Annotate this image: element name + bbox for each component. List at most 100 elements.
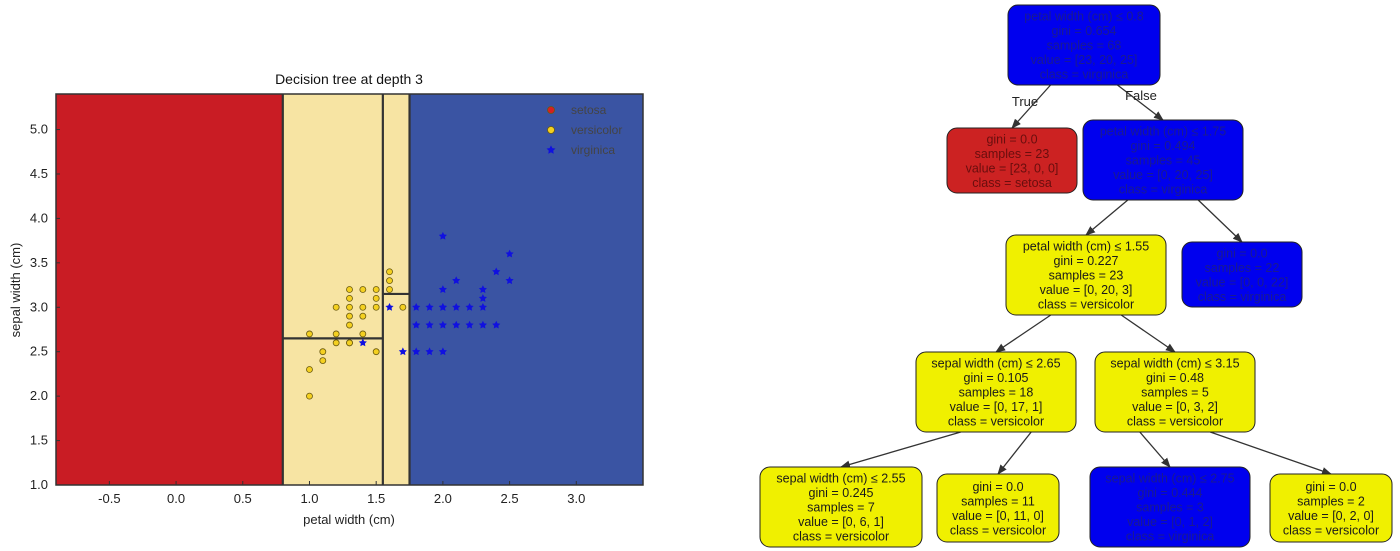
y-axis-ticks: 1.0 1.5 2.0 2.5 3.0 3.5 4.0 4.5 5.0: [30, 122, 60, 492]
point-virginica: [425, 302, 434, 311]
x-tick-label: 3.0: [567, 491, 585, 506]
tree-node-line: samples = 11: [961, 494, 1035, 508]
tree-node-line: samples = 22: [1205, 261, 1280, 275]
point-versicolor: [372, 303, 380, 311]
point-versicolor: [386, 268, 393, 276]
tree-node-line: gini = 0.0: [986, 132, 1037, 146]
point-versicolor: [346, 312, 353, 320]
point-virginica: [412, 347, 421, 356]
tree-edge-n3-n5: [995, 314, 1052, 353]
point-versicolor: [386, 277, 393, 285]
point-virginica: [425, 320, 434, 329]
tree-node-line: gini = 0.494: [1131, 139, 1196, 153]
point-versicolor: [346, 321, 353, 329]
point-versicolor: [372, 286, 380, 293]
tree-node-line: class = setosa: [972, 176, 1052, 190]
tree-node-line: gini = 0.48: [1146, 371, 1204, 385]
tree-node-line: gini = 0.105: [964, 371, 1029, 385]
tree-node-line: class = virginica: [1040, 68, 1129, 82]
x-axis-ticks: -0.5 0.0 0.5 1.0 1.5 2.0 2.5 3.0: [98, 481, 585, 506]
tree-node-line: samples = 23: [975, 147, 1050, 161]
tree-node-line: samples = 7: [807, 501, 875, 515]
x-tick-label: 0.5: [234, 491, 252, 506]
tree-node-box: [1082, 119, 1244, 201]
tree-node-line: value = [23, 0, 0]: [966, 161, 1059, 175]
point-versicolor: [319, 357, 327, 364]
point-virginica: [465, 320, 474, 329]
x-tick-label: 1.0: [300, 491, 318, 506]
tree-node-line: gini = 0.0: [1216, 246, 1267, 260]
tree-node-line: gini = 0.654: [1052, 24, 1117, 38]
tree-edge-n2-n4: [1197, 199, 1243, 243]
tree-node-box: [936, 473, 1060, 543]
point-versicolor: [319, 348, 327, 356]
tree-node-line: samples = 68: [1047, 39, 1122, 53]
tree-node-line: class = versicolor: [948, 415, 1044, 429]
tree-node-line: sepal width (cm) ≤ 2.65: [931, 357, 1060, 371]
tree-edge-n0-n1: [1011, 84, 1052, 129]
point-versicolor: [372, 348, 380, 356]
tree-node-line: samples = 3: [1136, 501, 1204, 515]
y-tick-label: 4.5: [30, 166, 48, 181]
point-versicolor: [359, 286, 367, 293]
point-versicolor: [359, 312, 367, 320]
legend-marker-versicolor: [547, 126, 555, 134]
legend: setosa versicolor virginica: [546, 103, 622, 157]
point-virginica: [452, 302, 461, 311]
point-versicolor: [346, 294, 353, 302]
tree-node-line: sepal width (cm) ≤ 2.75: [1105, 472, 1234, 486]
point-virginica: [438, 231, 447, 240]
point-versicolor: [359, 303, 367, 311]
tree-node-line: samples = 2: [1297, 494, 1365, 508]
point-virginica: [412, 320, 421, 329]
legend-marker-virginica: [546, 145, 556, 154]
tree-edge-n6-n10: [1209, 431, 1332, 475]
point-virginica: [505, 249, 514, 258]
point-virginica: [438, 347, 447, 356]
tree-node-line: value = [0, 6, 1]: [798, 515, 884, 529]
point-virginica: [465, 302, 474, 311]
point-versicolor: [306, 330, 313, 338]
tree-node-line: petal width (cm) ≤ 0.8: [1024, 10, 1143, 24]
tree-edge-n6-n9: [1139, 431, 1171, 468]
tree-node-box: [1007, 4, 1161, 86]
tree-node-box: [946, 127, 1078, 194]
y-tick-label: 2.0: [30, 388, 48, 403]
point-versicolor: [332, 303, 340, 311]
edge-label-false: False: [1125, 88, 1157, 103]
point-virginica: [358, 338, 367, 347]
point-versicolor: [399, 303, 407, 311]
tree-node-line: class = versicolor: [1283, 523, 1379, 537]
tree-node-line: value = [0, 17, 1]: [950, 400, 1043, 414]
point-virginica: [452, 320, 461, 329]
point-virginica: [412, 302, 421, 311]
tree-node-line: samples = 23: [1049, 269, 1124, 283]
point-versicolor: [346, 339, 353, 347]
point-versicolor: [306, 392, 313, 400]
region-setosa-0: [56, 94, 283, 485]
edge-label-true: True: [1012, 94, 1038, 109]
tree-node-line: gini = 0.0: [972, 480, 1023, 494]
decision-boundaries: [281, 94, 411, 485]
tree-node-box: [1005, 234, 1167, 316]
point-versicolor: [386, 286, 393, 293]
tree-node-line: class = virginica: [1198, 290, 1287, 304]
tree-node-line: value = [23, 20, 25]: [1031, 53, 1138, 67]
tree-edge-n5-n7: [840, 431, 961, 469]
tree-node-line: samples = 5: [1141, 386, 1209, 400]
data-points: [306, 231, 514, 400]
point-virginica: [452, 276, 461, 285]
legend-label-virginica: virginica: [571, 143, 615, 157]
tree-node-line: gini = 0.444: [1138, 486, 1203, 500]
tree-node-line: class = versicolor: [793, 530, 889, 544]
tree-node-line: value = [0, 2, 0]: [1288, 509, 1374, 523]
y-tick-label: 2.5: [30, 344, 48, 359]
decision-boundary-plot: Decision tree at depth 3 -0.5 0.0 0.5 1.0 1.…: [8, 71, 644, 527]
